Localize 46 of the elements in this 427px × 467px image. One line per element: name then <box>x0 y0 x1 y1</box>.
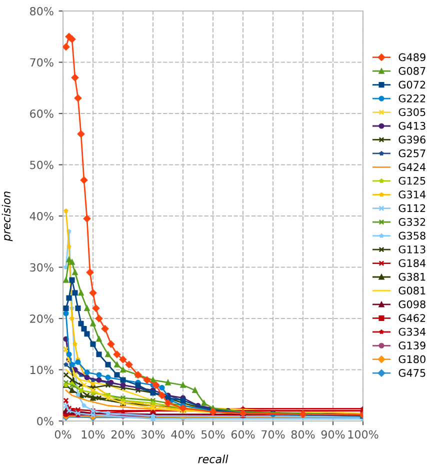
legend-label: G087 <box>398 67 426 75</box>
legend-label: G257 <box>398 149 426 158</box>
x-tick-label: 40% <box>171 430 195 439</box>
legend-label: G184 <box>398 259 426 268</box>
y-axis-title: precision <box>2 192 13 242</box>
x-tick-label: 60% <box>231 430 255 439</box>
x-tick-label: 90% <box>321 430 345 439</box>
x-tick-label: 0% <box>54 430 72 439</box>
legend-label: G081 <box>398 286 426 295</box>
x-tick-label: 70% <box>262 430 285 439</box>
legend-label: G381 <box>398 272 426 281</box>
legend-label: G475 <box>398 369 426 377</box>
legend-label: G180 <box>398 355 426 364</box>
legend-label: G358 <box>398 232 426 240</box>
x-tick-label: 100% <box>348 430 378 439</box>
legend-label: G072 <box>398 80 426 89</box>
y-tick-label: 20% <box>30 314 54 323</box>
legend-label: G098 <box>398 300 426 308</box>
y-tick-label: 40% <box>30 212 54 220</box>
x-tick-label: 30% <box>142 430 165 439</box>
legend-label: G424 <box>398 163 426 171</box>
legend-label: G305 <box>398 108 426 116</box>
y-tick-label: 50% <box>30 160 54 170</box>
legend-label: G314 <box>398 190 426 198</box>
y-tick-label: 0% <box>37 416 54 426</box>
x-tick-label: 20% <box>111 430 135 439</box>
x-tick-label: 50% <box>202 430 225 439</box>
legend-label: G113 <box>398 245 426 254</box>
y-tick-label: 80% <box>30 6 54 16</box>
legend-label: G396 <box>398 136 426 144</box>
y-tick-label: 10% <box>30 366 54 374</box>
y-tick-label: 30% <box>30 263 54 272</box>
y-tick-label: 70% <box>30 58 54 67</box>
legend-label: G334 <box>398 328 426 336</box>
y-tick-label: 60% <box>30 109 54 118</box>
legend-label: G413 <box>398 122 426 130</box>
legend-label: G462 <box>398 314 426 322</box>
legend-label: G139 <box>398 342 426 350</box>
x-tick-label: 10% <box>82 430 105 439</box>
x-axis-title: recall <box>198 454 228 464</box>
legend-label: G489 <box>398 53 426 62</box>
legend-label: G112 <box>398 204 426 212</box>
legend-label: G332 <box>398 218 426 226</box>
legend-label: G222 <box>398 94 426 102</box>
legend-label: G125 <box>398 176 426 185</box>
x-tick-label: 80% <box>291 430 315 439</box>
